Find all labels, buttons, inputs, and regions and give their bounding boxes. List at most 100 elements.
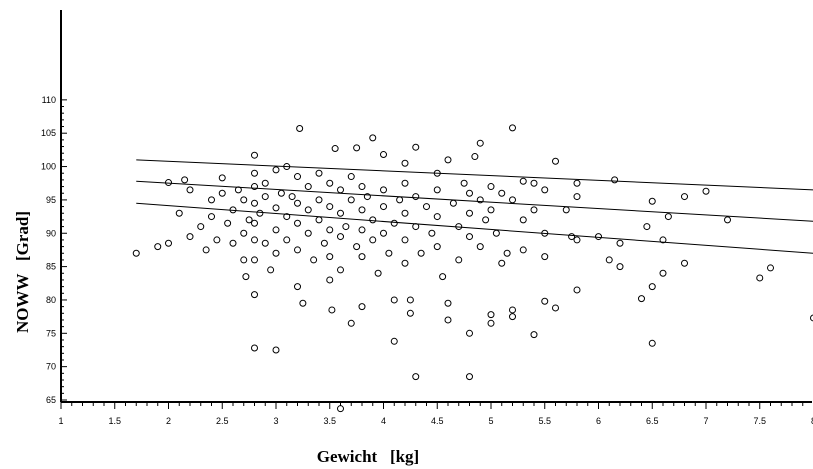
data-point bbox=[390, 337, 398, 345]
data-point bbox=[444, 299, 452, 307]
x-tick-label: 1.5 bbox=[108, 416, 121, 426]
data-point bbox=[326, 226, 334, 234]
data-point bbox=[304, 206, 312, 214]
data-point bbox=[530, 331, 538, 339]
data-point bbox=[401, 159, 409, 167]
data-point bbox=[337, 405, 344, 413]
data-point bbox=[224, 219, 232, 227]
data-point bbox=[433, 169, 441, 177]
data-point bbox=[455, 223, 463, 231]
data-point bbox=[208, 213, 215, 221]
data-point bbox=[681, 259, 688, 267]
data-point bbox=[756, 274, 764, 282]
data-point bbox=[476, 139, 484, 147]
data-point bbox=[296, 125, 304, 133]
regression-lines bbox=[136, 159, 813, 254]
data-point bbox=[487, 311, 495, 319]
data-point bbox=[181, 176, 189, 184]
data-point bbox=[353, 144, 361, 152]
x-axis-ticks: 1 1.5 2 2.5 3 3.5 4 4.5 5 5.5 6 6.5 7 7.5 8 bbox=[58, 402, 813, 426]
data-point bbox=[412, 143, 420, 151]
data-point bbox=[562, 206, 570, 214]
data-point bbox=[358, 206, 366, 214]
data-point bbox=[638, 295, 645, 303]
data-point bbox=[433, 213, 441, 221]
data-point bbox=[242, 273, 250, 281]
chart-frame bbox=[60, 10, 812, 403]
y-tick-label: 110 bbox=[42, 95, 56, 105]
data-point bbox=[251, 169, 258, 177]
data-point bbox=[380, 203, 387, 211]
regression-line-fit bbox=[136, 180, 813, 222]
data-point bbox=[197, 223, 205, 231]
data-point bbox=[466, 329, 473, 337]
y-tick-label: 105 bbox=[41, 128, 56, 138]
data-point bbox=[385, 249, 393, 257]
data-point bbox=[605, 256, 613, 264]
data-point bbox=[358, 253, 366, 261]
x-tick-label: 5.5 bbox=[538, 416, 551, 426]
x-tick-label: 5 bbox=[488, 416, 493, 426]
data-point bbox=[326, 253, 334, 261]
data-point bbox=[428, 229, 436, 237]
y-tick-label: 90 bbox=[46, 228, 56, 238]
y-tick-label: 85 bbox=[46, 262, 56, 272]
data-point bbox=[573, 236, 581, 244]
data-point bbox=[433, 186, 441, 194]
data-points bbox=[132, 124, 813, 413]
data-point bbox=[315, 196, 323, 204]
data-point bbox=[423, 203, 430, 211]
data-point bbox=[353, 243, 361, 251]
data-point bbox=[288, 193, 296, 201]
data-point bbox=[175, 209, 183, 217]
data-point bbox=[466, 189, 473, 197]
data-point bbox=[380, 151, 387, 159]
x-tick-label: 1 bbox=[58, 416, 63, 426]
data-point bbox=[337, 233, 344, 241]
data-point bbox=[240, 256, 248, 264]
data-point bbox=[455, 256, 463, 264]
data-point bbox=[261, 239, 269, 247]
data-point bbox=[541, 297, 549, 305]
data-point bbox=[503, 249, 511, 257]
data-point bbox=[444, 316, 452, 324]
data-point bbox=[541, 229, 549, 237]
data-point bbox=[277, 189, 285, 197]
data-point bbox=[272, 346, 280, 354]
data-point bbox=[186, 186, 194, 194]
data-point bbox=[154, 243, 162, 251]
data-point bbox=[439, 273, 447, 281]
data-point bbox=[509, 313, 516, 321]
data-point bbox=[519, 216, 527, 224]
data-point bbox=[347, 173, 355, 181]
data-point bbox=[401, 236, 409, 244]
data-point bbox=[251, 236, 258, 244]
data-point bbox=[519, 177, 527, 185]
x-tick-label: 6 bbox=[596, 416, 601, 426]
data-point bbox=[487, 319, 495, 327]
y-tick-label: 100 bbox=[41, 162, 56, 172]
x-tick-label: 3 bbox=[273, 416, 278, 426]
regression-line-upper bbox=[136, 159, 813, 191]
data-point bbox=[272, 166, 280, 174]
data-point bbox=[487, 183, 495, 191]
data-point bbox=[573, 193, 581, 201]
data-point bbox=[251, 151, 258, 159]
data-point bbox=[724, 216, 731, 224]
data-point bbox=[256, 209, 264, 217]
data-point bbox=[611, 176, 619, 184]
x-tick-label: 7 bbox=[703, 416, 708, 426]
data-point bbox=[261, 193, 269, 201]
data-point bbox=[412, 373, 420, 381]
data-point bbox=[294, 219, 301, 227]
data-point bbox=[267, 266, 275, 274]
y-tick-label: 95 bbox=[46, 195, 56, 205]
data-point bbox=[369, 216, 377, 224]
data-point bbox=[251, 256, 258, 264]
x-axis-title: Gewicht [kg] bbox=[317, 447, 419, 466]
data-point bbox=[304, 183, 312, 191]
data-point bbox=[342, 223, 350, 231]
x-tick-label: 6.5 bbox=[646, 416, 659, 426]
data-point bbox=[208, 196, 215, 204]
data-point bbox=[810, 314, 813, 322]
